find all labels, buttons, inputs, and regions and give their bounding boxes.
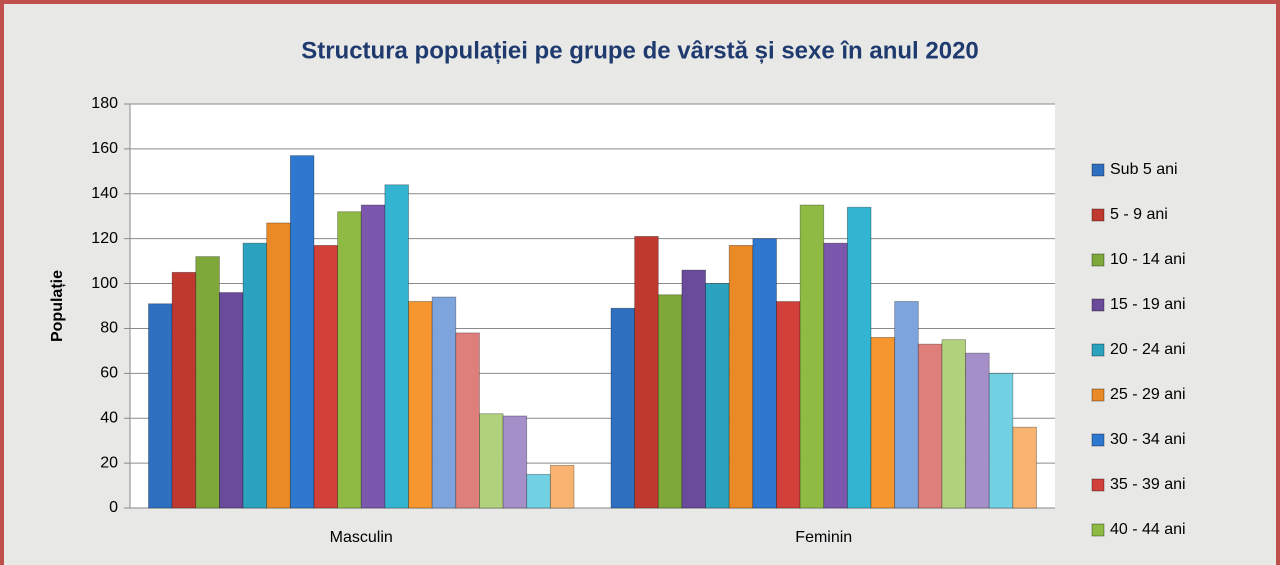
x-tick-label: Masculin [330,529,393,546]
legend-label: 35 - 39 ani [1110,476,1186,493]
bar [965,352,990,509]
bar [917,343,943,509]
legend-label: 10 - 14 ani [1110,251,1186,268]
bar [823,242,848,509]
y-tick-label: 180 [91,95,118,112]
bar [266,222,291,509]
legend-swatch [1091,388,1105,402]
y-tick-label: 120 [91,230,118,247]
legend-swatch [1091,298,1105,312]
y-tick-label: 80 [100,320,118,337]
bar [752,238,777,509]
legend-label: 20 - 24 ani [1110,341,1186,358]
bar [681,269,706,509]
bar [705,283,730,509]
bar [384,184,409,509]
legend-swatch [1091,208,1105,222]
bar [502,415,528,509]
x-tick-label: Feminin [795,529,852,546]
bar [479,413,504,509]
y-tick-label: 140 [91,185,118,202]
legend-label: Sub 5 ani [1110,161,1178,178]
legend-label: 40 - 44 ani [1110,521,1186,538]
legend-swatch [1091,433,1105,447]
y-axis-label: Populație [49,270,66,342]
bar [610,307,636,509]
bar [549,464,575,509]
chart-title: Structura populației pe grupe de vârstă … [301,37,979,64]
bar [360,204,386,509]
bar [171,271,197,509]
bar [408,301,433,509]
y-tick-label: 100 [91,275,118,292]
bar [148,303,173,509]
bar [455,332,480,509]
legend-label: 30 - 34 ani [1110,431,1186,448]
bar [894,301,919,509]
bar [289,155,315,509]
bar [870,337,896,509]
bar [846,206,872,509]
legend-swatch [1091,478,1105,492]
bar [657,294,683,509]
legend-swatch [1091,343,1105,357]
bar [195,256,220,509]
y-tick-label: 0 [109,499,118,516]
bar [526,473,551,509]
bar [313,244,339,509]
bar [728,244,754,509]
bar [799,204,825,509]
y-tick-label: 60 [100,365,118,382]
legend-swatch [1091,163,1105,177]
bar [634,236,659,509]
legend-label: 5 - 9 ani [1110,206,1168,223]
y-tick-label: 20 [100,454,118,471]
bar [242,242,268,509]
y-tick-label: 40 [100,409,118,426]
y-tick-label: 160 [91,140,118,157]
legend-label: 25 - 29 ani [1110,386,1186,403]
bar [988,372,1014,509]
legend-swatch [1091,523,1105,537]
bar [431,296,457,509]
bar [941,339,966,509]
bar [776,301,801,509]
bar [337,211,362,509]
bar [1012,426,1037,509]
bar [219,292,244,509]
legend-label: 15 - 19 ani [1110,296,1186,313]
legend-swatch [1091,253,1105,267]
